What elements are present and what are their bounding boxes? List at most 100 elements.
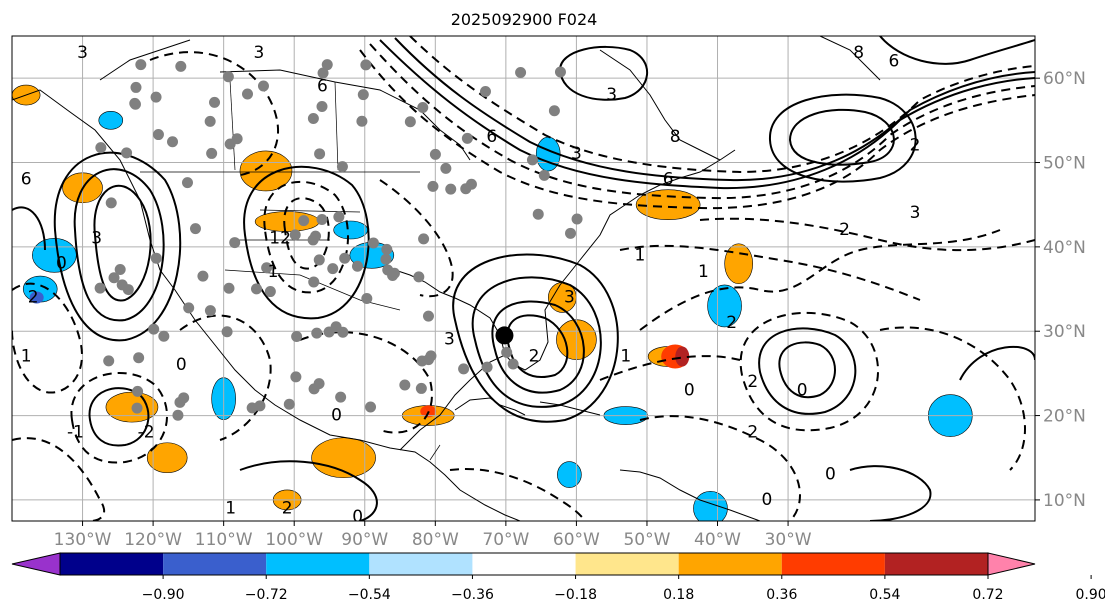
lon-tick-label: 90°W <box>341 530 388 550</box>
height-anomaly-contours <box>12 36 1035 521</box>
station-dot <box>532 208 544 220</box>
contour-label: 3 <box>606 85 617 105</box>
lon-tick-label: 110°W <box>195 530 253 550</box>
lon-tick-label: 50°W <box>623 530 670 550</box>
station-dot <box>103 355 115 367</box>
station-dot <box>290 371 302 383</box>
positive-anomaly-area <box>146 442 188 474</box>
station-dot <box>116 279 128 291</box>
latitude-tick-labels: 60°N 50°N 40°N 30°N 20°N 10°N <box>1035 69 1086 511</box>
station-dot <box>501 346 513 358</box>
station-dot <box>121 147 133 159</box>
station-dot <box>316 101 328 113</box>
station-dot <box>254 400 266 412</box>
lon-tick-label: 70°W <box>482 530 529 550</box>
contour-label: 2 <box>28 287 39 307</box>
station-dot <box>357 89 369 101</box>
contour-label: 3 <box>91 228 102 248</box>
station-dot <box>404 116 416 128</box>
contour-label: 2 <box>839 220 850 240</box>
station-dot <box>413 271 425 283</box>
storm-position-marker <box>495 326 514 345</box>
station-dot <box>158 330 170 342</box>
colorbar-tick-label: −0.36 <box>451 587 494 603</box>
contour-label: 3 <box>444 330 455 350</box>
station-dot <box>356 115 368 127</box>
lat-tick-label: 50°N <box>1043 154 1086 174</box>
station-dot <box>327 263 339 275</box>
station-dot <box>94 282 106 294</box>
contour-label: 1 <box>21 347 32 367</box>
station-dot <box>538 169 550 181</box>
station-dot <box>330 321 342 333</box>
contour-label: 1 <box>620 347 631 367</box>
station-dot <box>425 350 437 362</box>
station-dot <box>515 67 527 79</box>
contour-label: 3 <box>571 144 582 164</box>
station-dot <box>317 67 329 79</box>
station-dot <box>415 382 427 394</box>
contour-label: 8 <box>670 127 681 147</box>
station-dot <box>131 402 143 414</box>
lon-tick-label: 40°W <box>694 530 741 550</box>
colorbar-extend-low <box>11 552 61 576</box>
station-dot <box>380 253 392 265</box>
lon-tick-label: 120°W <box>124 530 182 550</box>
colorbar-tick-label: 0.54 <box>869 587 900 603</box>
station-dot <box>381 243 393 255</box>
figure-title: 2025092900 F024 <box>451 10 598 29</box>
strong-negative-anomaly-area <box>29 291 44 304</box>
station-dot <box>261 262 273 274</box>
station-dot <box>367 237 379 249</box>
station-dot <box>548 105 560 117</box>
station-dot <box>365 401 377 413</box>
station-dot <box>571 213 583 225</box>
station-dot <box>105 197 117 209</box>
station-dot <box>422 310 434 322</box>
lon-tick-label: 130°W <box>54 530 112 550</box>
lon-tick-label: 30°W <box>765 530 812 550</box>
contour-label: 2 <box>910 136 921 156</box>
colorbar-tick-label: −0.90 <box>142 587 185 603</box>
station-dot <box>351 260 363 272</box>
contour-label: 8 <box>853 43 864 63</box>
station-dot <box>114 264 126 276</box>
station-dot <box>132 385 144 397</box>
station-dot <box>361 293 373 305</box>
negative-anomaly-area <box>333 220 368 240</box>
contour-label: 3 <box>77 43 88 63</box>
longitude-tick-labels: 130°W 120°W 110°W 100°W 90°W 80°W 70°W 60°W 50°W… <box>54 521 812 550</box>
station-dot <box>204 305 216 317</box>
colorbar-frame <box>59 552 989 576</box>
colorbar-segment <box>678 553 782 575</box>
contour-label: 2 <box>282 498 293 518</box>
lat-tick-label: 60°N <box>1043 69 1086 89</box>
contour-label: 6 <box>486 127 497 147</box>
station-dot <box>108 272 120 284</box>
contour-label: 2 <box>747 422 758 442</box>
contour-label: 1 <box>225 498 236 518</box>
contour-label: 0 <box>176 355 187 375</box>
station-dot <box>387 269 399 281</box>
contour-label: 1 <box>698 262 709 282</box>
station-dot <box>174 396 186 408</box>
station-dot <box>167 136 179 148</box>
station-dot <box>150 252 162 264</box>
contour-label: 0 <box>684 380 695 400</box>
station-dot <box>95 142 107 154</box>
station-dot <box>313 254 325 266</box>
station-dot <box>336 161 348 173</box>
contour-label: 0 <box>352 507 363 527</box>
contour-label: 0 <box>797 380 808 400</box>
station-dot <box>461 132 473 144</box>
contour-label: 0 <box>761 490 772 510</box>
station-dot <box>399 379 411 391</box>
colorbar-tick-labels: −0.90 −0.72 −0.54 −0.36 −0.18 0.18 0.36 0.54 0.7… <box>142 575 1105 603</box>
station-dot <box>189 223 201 235</box>
station-dot <box>291 330 303 342</box>
negative-anomaly-area <box>707 284 742 328</box>
station-dot <box>152 129 164 141</box>
station-dot <box>298 215 310 227</box>
station-dot <box>133 352 145 364</box>
